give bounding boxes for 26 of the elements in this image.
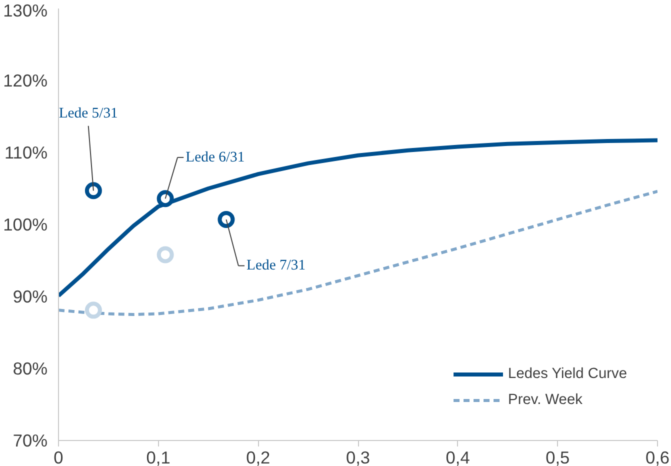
point xyxy=(156,246,174,264)
x-tick-label: 0,3 xyxy=(346,448,370,466)
line-series xyxy=(58,138,658,298)
line-series xyxy=(58,190,658,316)
y-tick-label: 130% xyxy=(3,0,48,20)
point xyxy=(156,190,174,208)
x-tick-label: 0,5 xyxy=(546,448,570,466)
y-tick-label: 80% xyxy=(12,358,48,378)
annotation: Lede 7/31 xyxy=(246,258,306,274)
annotation: Lede 5/31 xyxy=(58,106,118,122)
legend-label: Ledes Yield Curve xyxy=(508,366,627,382)
y-tick-label: 100% xyxy=(3,214,48,234)
x-tick-label: 0,1 xyxy=(146,448,170,466)
y-tick-label: 110% xyxy=(4,142,48,162)
x-tick-label: 0 xyxy=(54,448,64,466)
x-tick-label: 0,4 xyxy=(446,448,470,466)
x-tick-label: 0,6 xyxy=(645,448,670,466)
x-tick-label: 0,2 xyxy=(246,448,270,466)
legend-label: Prev. Week xyxy=(508,392,582,408)
y-tick-label: 120% xyxy=(3,70,48,90)
y-tick-label: 90% xyxy=(12,286,48,306)
annotation: Lede 6/31 xyxy=(186,149,245,166)
point xyxy=(84,302,102,319)
y-tick-label: 70% xyxy=(12,430,48,450)
point xyxy=(218,210,235,228)
point xyxy=(84,182,102,200)
